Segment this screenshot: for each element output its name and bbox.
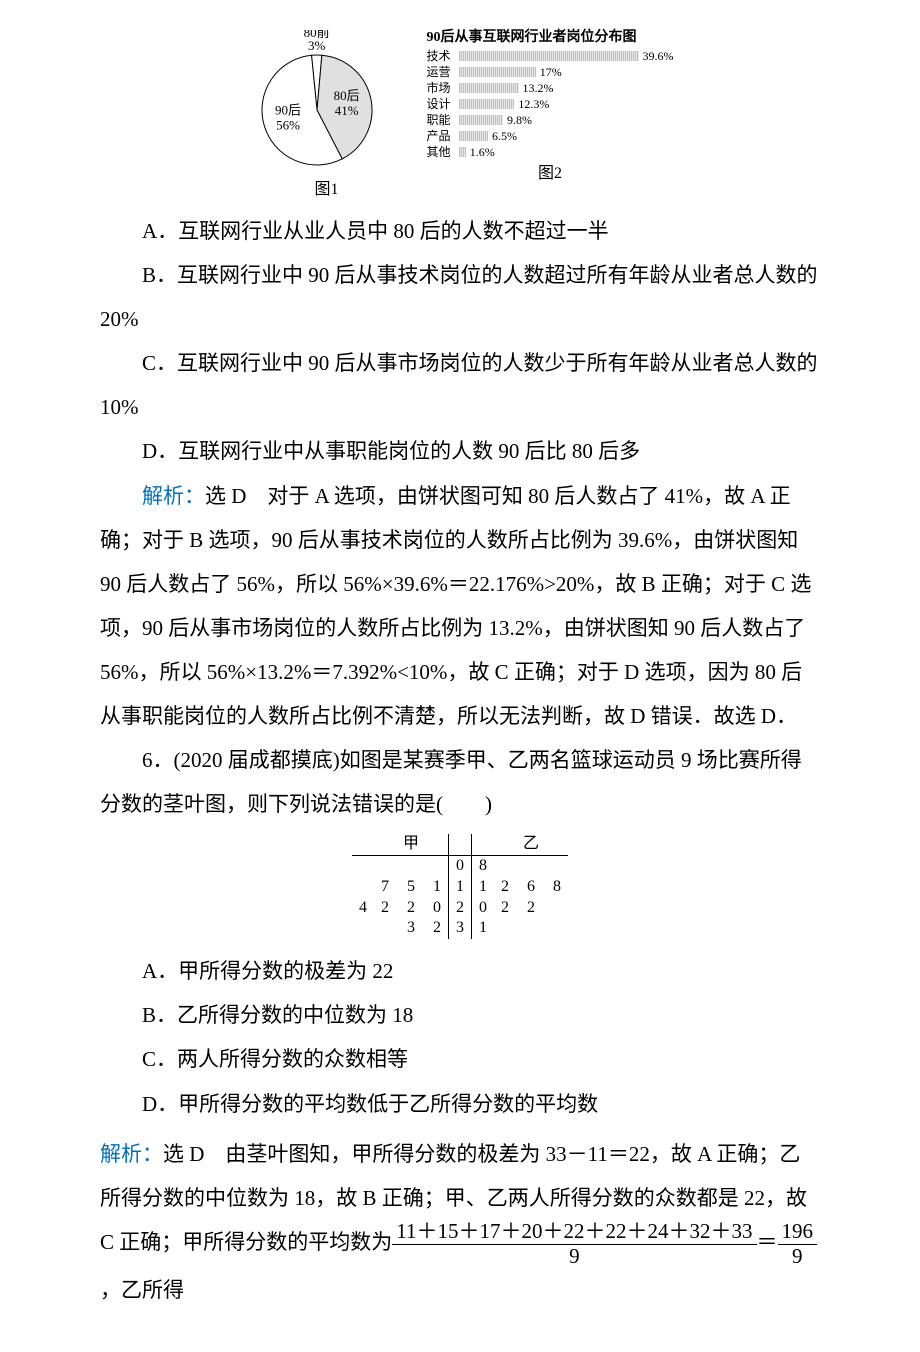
pie-chart-svg: 80前3%80后41%90后56% [247, 30, 407, 170]
frac1-den: 9 [392, 1245, 756, 1268]
bar-value: 17% [540, 65, 562, 79]
bar-caption: 图2 [427, 164, 674, 183]
bar-value: 9.8% [507, 113, 532, 127]
fraction-2: 1969 [778, 1220, 818, 1267]
bar-rect [459, 67, 536, 77]
svg-text:80后: 80后 [333, 88, 359, 103]
bar-rect [459, 131, 489, 141]
bar-value: 1.6% [470, 145, 495, 159]
option-d: D．互联网行业中从事职能岗位的人数 90 后比 80 后多 [100, 429, 820, 473]
frac2-den: 9 [778, 1245, 818, 1268]
bar-label: 设计 [427, 97, 459, 111]
bar-row: 产品 6.5% [427, 129, 674, 144]
bar-row: 运营 17% [427, 65, 674, 80]
bar-label: 其他 [427, 145, 459, 159]
option-c: C．互联网行业中 90 后从事市场岗位的人数少于所有年龄从业者总人数的 [100, 341, 820, 385]
option-c-cont: 10% [100, 385, 820, 429]
solution1-label: 解析： [142, 484, 205, 508]
option-b-cont: 20% [100, 297, 820, 341]
q6-option-d: D．甲所得分数的平均数低于乙所得分数的平均数 [100, 1082, 820, 1126]
pie-chart-block: 80前3%80后41%90后56% 图1 [247, 30, 407, 199]
bar-row: 市场 13.2% [427, 81, 674, 96]
bar-value: 39.6% [643, 49, 674, 63]
bar-value: 13.2% [523, 81, 554, 95]
fraction-1: 11＋15＋17＋20＋22＋22＋24＋32＋339 [392, 1220, 756, 1267]
bars-container: 技术 39.6% 运营 17% 市场 13.2% 设计 12.3% 职能 9.8% 产品 6.5% 其他… [427, 49, 674, 160]
solution2-label: 解析： [100, 1142, 163, 1166]
bar-row: 设计 12.3% [427, 97, 674, 112]
pie-caption: 图1 [247, 180, 407, 199]
bar-label: 技术 [427, 49, 459, 63]
eq-sign: ＝ [757, 1230, 778, 1254]
bar-rect [459, 147, 466, 157]
bar-chart-block: 90后从事互联网行业者岗位分布图 技术 39.6% 运营 17% 市场 13.2% 设计 12… [427, 30, 674, 183]
svg-text:3%: 3% [308, 38, 326, 53]
solution2-pick: 选 D [163, 1142, 225, 1166]
bar-label: 职能 [427, 113, 459, 127]
bar-chart-title: 90后从事互联网行业者岗位分布图 [427, 30, 674, 47]
q6-option-a: A．甲所得分数的极差为 22 [100, 949, 820, 993]
charts-row: 80前3%80后41%90后56% 图1 90后从事互联网行业者岗位分布图 技术… [100, 30, 820, 199]
solution1-body: 对于 A 选项，由饼状图可知 80 后人数占了 41%，故 A 正确；对于 B … [100, 484, 811, 728]
option-b: B．互联网行业中 90 后从事技术岗位的人数超过所有年龄从业者总人数的 [100, 253, 820, 297]
q6-option-c: C．两人所得分数的众数相等 [100, 1037, 820, 1081]
bar-row: 其他 1.6% [427, 145, 674, 160]
q6-option-b: B．乙所得分数的中位数为 18 [100, 993, 820, 1037]
question-6-stem: 6．(2020 届成都摸底)如图是某赛季甲、乙两名篮球运动员 9 场比赛所得分数… [100, 738, 820, 826]
frac2-num: 196 [778, 1220, 818, 1244]
solution1-pick: 选 D [205, 484, 267, 508]
stem-leaf-table: 甲乙0875111268422020223231 [352, 834, 568, 939]
bar-row: 技术 39.6% [427, 49, 674, 64]
bar-label: 产品 [427, 129, 459, 143]
bar-value: 12.3% [518, 97, 549, 111]
bar-label: 市场 [427, 81, 459, 95]
bar-rect [459, 51, 639, 61]
frac1-num: 11＋15＋17＋20＋22＋22＋24＋32＋33 [392, 1220, 756, 1244]
solution2: 解析：选 D 由茎叶图知，甲所得分数的极差为 33－11＝22，故 A 正确；乙… [100, 1132, 820, 1312]
bar-rect [459, 83, 519, 93]
bar-value: 6.5% [492, 129, 517, 143]
svg-text:41%: 41% [334, 103, 358, 118]
bar-rect [459, 99, 515, 109]
bar-rect [459, 115, 504, 125]
solution1: 解析：选 D 对于 A 选项，由饼状图可知 80 后人数占了 41%，故 A 正… [100, 474, 820, 739]
option-a: A．互联网行业从业人员中 80 后的人数不超过一半 [100, 209, 820, 253]
stem-leaf-block: 甲乙0875111268422020223231 [100, 834, 820, 939]
solution2-tail: ，乙所得 [100, 1278, 184, 1302]
bar-row: 职能 9.8% [427, 113, 674, 128]
svg-text:90后: 90后 [274, 103, 300, 118]
svg-text:56%: 56% [276, 118, 300, 133]
bar-label: 运营 [427, 65, 459, 79]
